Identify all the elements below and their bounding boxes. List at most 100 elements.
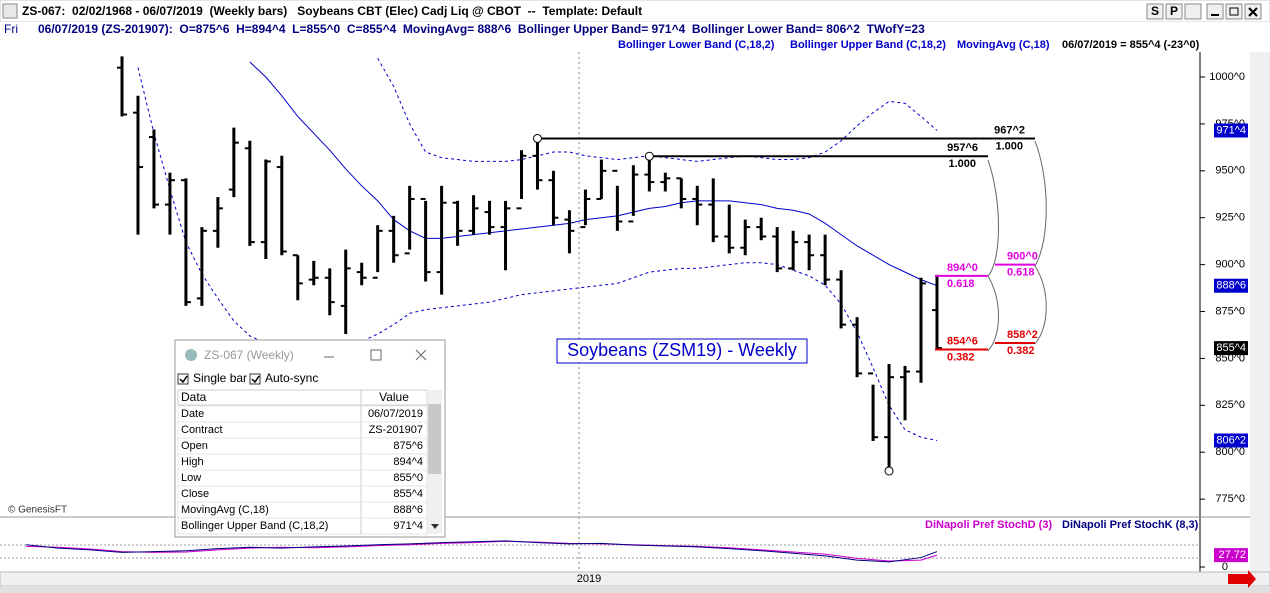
- value-box: [1214, 278, 1248, 293]
- btn-label: P: [1170, 4, 1178, 18]
- fib-price: 957^6: [947, 142, 978, 154]
- scroll-arrow[interactable]: [1228, 570, 1256, 588]
- data-window: ZS-067 (Weekly) Single bar Auto-sync Dat…: [174, 339, 446, 538]
- dw-row: [177, 517, 428, 535]
- fib-level-price: 894^0: [947, 262, 978, 274]
- dw-close[interactable]: [415, 349, 427, 361]
- fib-ratio: 1.000: [995, 140, 1023, 152]
- dw-scroll-down: [431, 524, 439, 529]
- info-day: Fri: [4, 22, 18, 36]
- btn[interactable]: [1146, 3, 1164, 20]
- stoch-line: [26, 540, 938, 563]
- dw-cell: 894^4: [393, 456, 423, 468]
- btn[interactable]: [1165, 3, 1183, 20]
- value-box: [1214, 341, 1248, 356]
- legend-entry: Bollinger Upper Band (C,18,2): [790, 39, 946, 51]
- fib-arc: [987, 275, 999, 352]
- y-tick-label: 1000^0: [1209, 71, 1245, 83]
- dw-cell: 875^6: [393, 440, 423, 452]
- dw-cell: 855^4: [393, 488, 423, 500]
- swing-marker: [884, 466, 894, 476]
- btn-minimize[interactable]: [1206, 3, 1224, 20]
- annotation-box: [556, 338, 808, 364]
- annotation: Soybeans (ZSM19) - Weekly: [567, 340, 797, 360]
- dw-cell: 06/07/2019: [368, 408, 423, 420]
- value-box-label: 971^4: [1216, 124, 1246, 136]
- dw-cell: Low: [181, 472, 201, 484]
- checkbox[interactable]: [249, 373, 261, 385]
- legend-entry: Bollinger Lower Band (C,18,2): [618, 39, 775, 51]
- fib-level-ratio: 0.618: [1007, 267, 1035, 279]
- dw-row: [177, 437, 428, 455]
- dw-row: [177, 485, 428, 503]
- dw-header-cell: Data: [181, 390, 207, 404]
- y-tick-label: 950^0: [1215, 165, 1245, 177]
- option: Auto-sync: [265, 371, 318, 385]
- y-tick-label: 800^0: [1215, 446, 1245, 458]
- legend-entry: MovingAvg (C,18): [957, 39, 1050, 51]
- dw-cell: Contract: [181, 424, 223, 436]
- value-box-label: 888^6: [1216, 280, 1246, 292]
- fib-level-ratio: 0.618: [947, 278, 975, 290]
- swing-marker: [532, 133, 542, 143]
- fib-arc: [1034, 265, 1047, 345]
- app-icon: [2, 3, 18, 19]
- plot: 775^0 800^0 825^0 850^0 875^0 900^0 925^0 950^0…: [26, 52, 1248, 585]
- y-tick-label: 900^0: [1215, 259, 1245, 271]
- y-tick-label: 775^0: [1215, 493, 1245, 505]
- fib-level-price: 900^0: [1007, 251, 1038, 263]
- indicator-line: [249, 61, 938, 287]
- swing-marker: [644, 151, 654, 161]
- option: Single bar: [193, 371, 247, 385]
- dw-cell: Open: [181, 440, 208, 452]
- dw-cell: ZS-201907: [369, 424, 423, 436]
- stoch-tick-label: 0: [1222, 561, 1228, 573]
- btn-options[interactable]: [1184, 3, 1202, 20]
- stoch-value-label: 27.72: [1218, 549, 1246, 561]
- dw-header-cell: Value: [379, 390, 409, 404]
- dw-row: [177, 469, 428, 487]
- indicator-line: [377, 58, 938, 162]
- y-tick-label: 850^0: [1215, 352, 1245, 364]
- stoch-legend: DiNapoli Pref StochD (3): [925, 519, 1052, 531]
- scroll-gutter: [1250, 52, 1270, 572]
- dw-icon: [185, 349, 197, 361]
- credit: © GenesisFT: [8, 505, 67, 516]
- time-axis: [0, 571, 1270, 587]
- info-line: 06/07/2019 (ZS-201907): O=875^6 H=894^4 …: [38, 22, 925, 36]
- value-box-label: 855^4: [1216, 342, 1246, 354]
- value-box: [1214, 433, 1248, 448]
- fib-level-price: 854^6: [947, 335, 978, 347]
- value-box: [1214, 123, 1248, 138]
- fib-arc: [1034, 140, 1047, 267]
- dw-cell: MovingAvg (C,18): [181, 504, 269, 516]
- dw-max[interactable]: [370, 349, 382, 361]
- scrollbar: [0, 586, 1270, 593]
- dw-cell: 888^6: [393, 504, 423, 516]
- dw-cell: Bollinger Upper Band (C,18,2): [181, 520, 328, 532]
- dw-cell: High: [181, 456, 204, 468]
- dw-row: [177, 453, 428, 471]
- fib-level-ratio: 0.382: [947, 351, 975, 363]
- dw-cell: 855^0: [393, 472, 423, 484]
- checkbox[interactable]: [177, 373, 189, 385]
- btn-label: S: [1151, 4, 1159, 18]
- stoch-line: [26, 540, 938, 562]
- y-tick-label: 875^0: [1215, 305, 1245, 317]
- stoch-value-box: [1214, 548, 1248, 563]
- dw-title: ZS-067 (Weekly): [204, 348, 294, 362]
- dw-cell: Date: [181, 408, 204, 420]
- fib-ratio: 1.000: [948, 158, 976, 170]
- y-tick-label: 825^0: [1215, 399, 1245, 411]
- y-tick-label: 925^0: [1215, 212, 1245, 224]
- dw-cell: Close: [181, 488, 209, 500]
- x-tick-label: 2019: [577, 573, 601, 585]
- window-buttons: S P: [1146, 3, 1262, 20]
- dw-cell: 971^4: [393, 520, 423, 532]
- fib-price: 967^2: [994, 124, 1025, 136]
- value-box-label: 806^2: [1216, 434, 1246, 446]
- btn-restore[interactable]: [1225, 3, 1243, 20]
- last-value: 06/07/2019 = 855^4 (-23^0): [1062, 39, 1200, 51]
